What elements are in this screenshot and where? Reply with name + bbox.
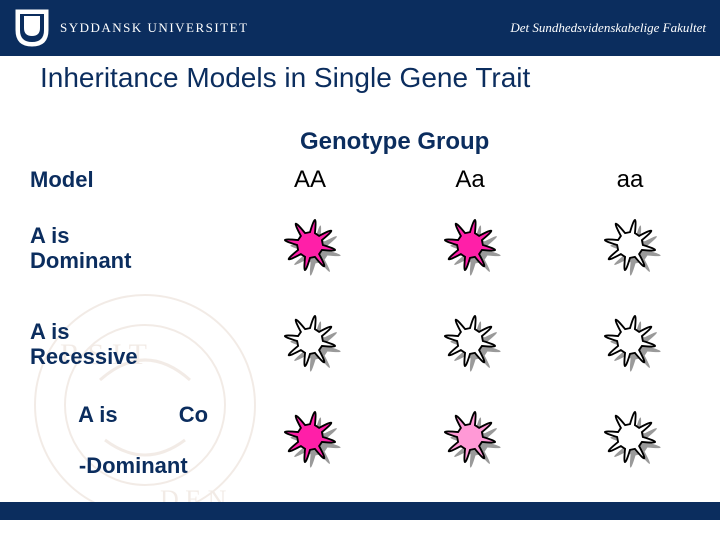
- row-label-line2: Dominant: [30, 248, 131, 273]
- flower-icon: [584, 199, 676, 291]
- cell-dominant-AA: [230, 199, 390, 298]
- flower-icon: [424, 391, 516, 483]
- cell-recessive-AA: [230, 295, 390, 394]
- model-header: Model: [30, 167, 230, 192]
- brand-left-line1: SYDDANSK: [60, 20, 143, 35]
- page-title: Inheritance Models in Single Gene Trait: [40, 62, 680, 94]
- crest-icon: [14, 8, 50, 48]
- row-label-recessive: A is Recessive: [30, 319, 230, 370]
- row-codominant: A is Co -Dominant: [30, 392, 710, 488]
- cell-codominant-Aa: [390, 391, 550, 490]
- cell-recessive-aa: [550, 295, 710, 394]
- row-label-line2: -Dominant: [79, 453, 188, 478]
- flower-icon: [424, 199, 516, 291]
- col-header-Aa: Aa: [390, 166, 550, 194]
- flower-icon: [264, 295, 356, 387]
- col-header-aa: aa: [550, 166, 710, 194]
- col-header-AA: AA: [230, 166, 390, 194]
- row-label-line2: Recessive: [30, 344, 138, 369]
- brand-left-line2: UNIVERSITET: [148, 20, 249, 35]
- flower-icon: [264, 391, 356, 483]
- slide: SYDDANSK UNIVERSITET Det Sundhedsvidensk…: [0, 0, 720, 540]
- cell-codominant-aa: [550, 391, 710, 490]
- column-header-row: Model AA Aa aa: [30, 160, 710, 200]
- flower-icon: [584, 295, 676, 387]
- flower-icon: [584, 391, 676, 483]
- cell-dominant-Aa: [390, 199, 550, 298]
- cell-recessive-Aa: [390, 295, 550, 394]
- bottombar: [0, 502, 720, 520]
- brand-right: Det Sundhedsvidenskabelige Fakultet: [510, 20, 706, 36]
- inheritance-grid: Model AA Aa aa A is Dominant A is Recess…: [30, 160, 710, 488]
- topbar: SYDDANSK UNIVERSITET Det Sundhedsvidensk…: [0, 0, 720, 56]
- row-label-line1: A is: [30, 223, 70, 248]
- cell-codominant-AA: [230, 391, 390, 490]
- row-label-line1: A is Co: [78, 402, 208, 427]
- brand-left-text: SYDDANSK UNIVERSITET: [60, 20, 249, 36]
- cell-dominant-aa: [550, 199, 710, 298]
- row-label-dominant: A is Dominant: [30, 223, 230, 274]
- flower-icon: [424, 295, 516, 387]
- row-label-codominant: A is Co -Dominant: [30, 377, 230, 503]
- row-label-line1: A is: [30, 319, 70, 344]
- flower-icon: [264, 199, 356, 291]
- genotype-group-header: Genotype Group: [300, 128, 489, 156]
- brand-left: SYDDANSK UNIVERSITET: [14, 8, 249, 48]
- row-dominant: A is Dominant: [30, 200, 710, 296]
